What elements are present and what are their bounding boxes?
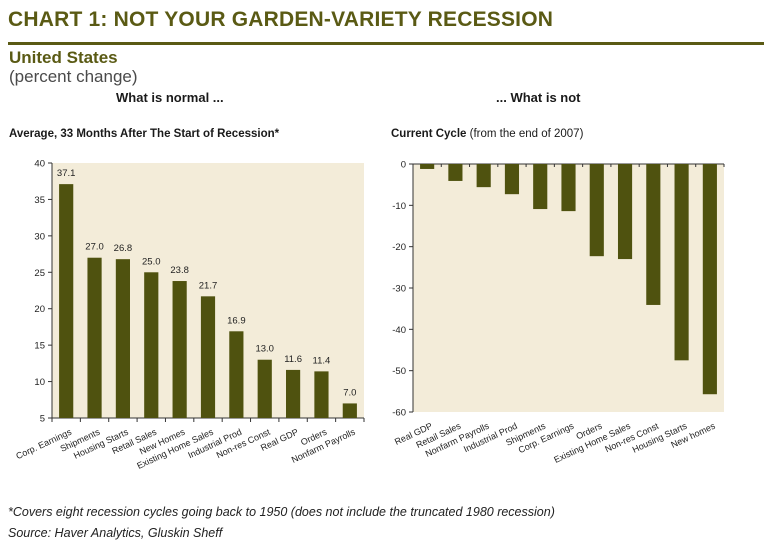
chart-title: CHART 1: NOT YOUR GARDEN-VARIETY RECESSI… [8,8,554,31]
left-chart-data-label: 11.6 [284,354,302,365]
left-chart-bar [59,184,74,418]
source-note: Source: Haver Analytics, Gluskin Sheff [8,526,223,540]
left-chart-y-tick-label: 15 [34,341,45,352]
left-chart-y-tick-label: 40 [34,159,45,170]
left-chart-data-label: 37.1 [57,168,76,179]
right-chart-bar [646,164,661,305]
right-chart-bar [589,164,604,257]
right-chart-y-tick-label: -50 [392,366,406,377]
left-chart-y-tick-label: 10 [34,377,45,388]
right-chart-y-tick-label: -20 [392,242,406,253]
subtitle: United States [9,48,118,67]
left-chart-bar [87,257,102,418]
left-chart-data-label: 27.0 [85,242,104,253]
left-chart-title: Average, 33 Months After The Start of Re… [9,128,280,140]
right-chart-bar [420,164,435,169]
right-chart-title: Current Cycle (from the end of 2007) [391,128,583,140]
title-divider [8,42,764,45]
footnote: *Covers eight recession cycles going bac… [8,505,555,519]
left-chart-bar [257,359,272,418]
left-chart-bar [229,331,244,418]
right-chart-title-rest: (from the end of 2007) [466,128,584,140]
left-chart-data-label: 16.9 [227,315,246,326]
left-chart-data-label: 25.0 [142,256,161,267]
left-chart-y-tick-label: 25 [34,268,45,279]
right-chart-bar [617,164,633,260]
left-chart-bar [144,272,159,418]
right-chart-y-tick-label: -60 [392,408,406,419]
left-chart-bar [314,371,329,418]
left-chart-data-label: 23.8 [170,265,189,276]
right-chart-bar [702,164,717,395]
right-chart-bar [533,164,548,210]
right-heading: ... What is not [496,90,581,105]
left-heading: What is normal ... [116,90,224,105]
left-chart-bar [200,296,216,418]
left-chart-data-label: 21.7 [199,280,218,291]
left-chart-y-tick-label: 5 [40,414,45,425]
right-chart-y-tick-label: -10 [392,201,406,212]
right-chart-bar [448,164,463,181]
right-chart-bar [674,164,689,361]
right-chart-y-tick-label: -40 [392,325,406,336]
left-chart-data-label: 13.0 [255,344,274,355]
unit-label: (percent change) [9,67,138,86]
right-chart-y-tick-label: 0 [401,160,406,171]
left-chart-bar [342,403,357,418]
left-chart-bar [115,259,130,418]
right-chart-title-bold: Current Cycle [391,128,467,140]
left-chart-y-tick-label: 35 [34,195,45,206]
left-chart-y-tick-label: 20 [34,304,45,315]
left-chart-bar [286,369,301,418]
right-chart-y-tick-label: -30 [392,284,406,295]
left-chart-data-label: 11.4 [313,355,331,366]
right-chart-bar [476,164,491,188]
left-chart-bar [172,281,187,418]
left-chart-data-label: 7.0 [343,387,356,398]
right-chart-bar [504,164,520,195]
left-chart-y-tick-label: 30 [34,231,45,242]
right-chart-bar [561,164,576,212]
left-chart-data-label: 26.8 [114,243,133,254]
